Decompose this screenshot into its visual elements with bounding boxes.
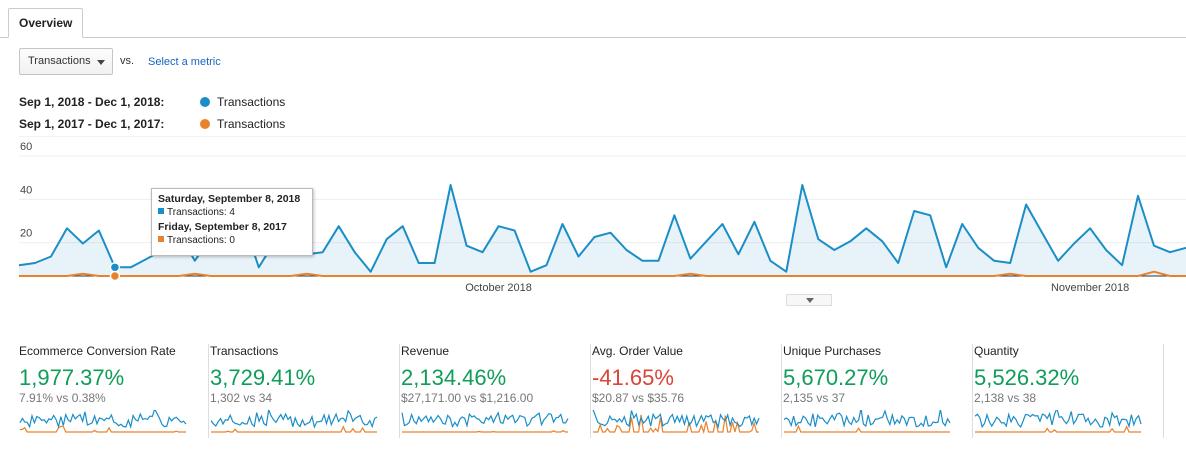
scorecard-name: Transactions <box>210 344 279 358</box>
scorecard-compare: 2,138 vs 38 <box>974 391 1037 405</box>
scorecard-revenue[interactable]: Revenue 2,134.46% $27,171.00 vs $1,216.0… <box>401 344 591 438</box>
series-line-previous <box>19 270 1186 277</box>
scorecard-change: 3,729.41% <box>210 365 316 390</box>
tooltip-date-previous: Friday, September 8, 2017 <box>158 221 287 233</box>
scorecard-name: Ecommerce Conversion Rate <box>19 344 176 358</box>
sparkline-previous <box>784 424 950 433</box>
metric-select-value: Transactions <box>28 55 91 67</box>
highlight-point-previous <box>109 270 121 282</box>
scorecard-avg-order-value[interactable]: Avg. Order Value -41.65% $20.87 vs $35.7… <box>592 344 782 438</box>
scorecard-compare: 2,135 vs 37 <box>783 391 846 405</box>
sparkline <box>210 410 378 433</box>
tooltip-line-previous: Transactions: 0 <box>158 235 306 246</box>
sparkline <box>783 410 951 433</box>
tab-bar: Overview <box>0 0 1186 38</box>
sparkline-current <box>974 410 1142 429</box>
tooltip-line-current: Transactions: 4 <box>158 207 306 218</box>
vs-label: vs. <box>120 55 135 67</box>
legend-range-previous: Sep 1, 2017 - Dec 1, 2017: <box>19 117 165 131</box>
scorecard-change: 5,526.32% <box>974 365 1080 390</box>
sparkline <box>401 411 569 433</box>
scorecard-change: 2,134.46% <box>401 365 507 390</box>
x-tick-label: October 2018 <box>465 282 532 294</box>
sparkline-previous <box>19 425 186 433</box>
legend-range-current: Sep 1, 2018 - Dec 1, 2018: <box>19 95 165 109</box>
highlight-point-current <box>109 262 121 273</box>
scorecard-compare: 1,302 vs 34 <box>210 391 273 405</box>
scorecard-name: Unique Purchases <box>783 344 882 358</box>
chevron-down-icon <box>806 298 814 303</box>
select-metric-link[interactable]: Select a metric <box>148 56 221 68</box>
square-icon <box>158 208 164 214</box>
chevron-down-icon <box>97 60 105 65</box>
sparkline-current <box>210 410 378 429</box>
scorecard-unique-purchases[interactable]: Unique Purchases 5,670.27% 2,135 vs 37 <box>783 344 973 438</box>
sparkline-previous <box>211 425 377 433</box>
collapse-chart-button[interactable] <box>786 294 832 306</box>
chart-tooltip: Saturday, September 8, 2018 Transactions… <box>151 188 313 256</box>
y-tick-label: 60 <box>20 141 32 153</box>
sparkline-current <box>19 410 187 429</box>
tab-overview[interactable]: Overview <box>8 8 84 38</box>
scorecard-transactions[interactable]: Transactions 3,729.41% 1,302 vs 34 <box>210 344 400 438</box>
tooltip-value-current: Transactions: 4 <box>167 207 235 218</box>
metric-select[interactable]: Transactions <box>19 48 113 75</box>
scorecard-compare: 7.91% vs 0.38% <box>19 391 106 405</box>
scorecard-name: Quantity <box>974 344 1019 358</box>
sparkline <box>592 410 760 434</box>
sparkline-current <box>401 411 569 429</box>
legend-dot-current-icon <box>200 97 210 107</box>
scorecard-conversion-rate[interactable]: Ecommerce Conversion Rate 1,977.37% 7.91… <box>19 344 209 438</box>
legend-label-previous: Transactions <box>217 117 286 131</box>
square-icon <box>158 236 164 242</box>
scorecard-compare: $27,171.00 vs $1,216.00 <box>401 391 534 405</box>
tooltip-value-previous: Transactions: 0 <box>167 235 235 246</box>
sparkline-current <box>592 410 760 430</box>
sparkline-previous <box>593 414 759 434</box>
y-tick-label: 20 <box>20 228 32 240</box>
x-tick-label: November 2018 <box>1051 282 1129 294</box>
scorecard-quantity[interactable]: Quantity 5,526.32% 2,138 vs 38 <box>974 344 1164 438</box>
sparkline-previous <box>402 430 568 433</box>
sparkline-current <box>783 410 951 428</box>
series-current-area <box>19 185 1186 276</box>
sparkline <box>19 410 187 433</box>
scorecard-compare: $20.87 vs $35.76 <box>592 391 685 405</box>
tooltip-date-current: Saturday, September 8, 2018 <box>158 193 301 205</box>
scorecard-change: 1,977.37% <box>19 365 125 390</box>
scorecard-name: Avg. Order Value <box>592 344 683 358</box>
y-tick-label: 40 <box>20 184 32 196</box>
legend-dot-previous-icon <box>200 119 210 129</box>
legend-label-current: Transactions <box>217 95 286 109</box>
sparkline <box>974 410 1142 433</box>
scorecard-name: Revenue <box>401 344 450 358</box>
sparkline-previous <box>975 425 1141 433</box>
scorecard-change: -41.65% <box>592 365 674 390</box>
scorecard-change: 5,670.27% <box>783 365 889 390</box>
